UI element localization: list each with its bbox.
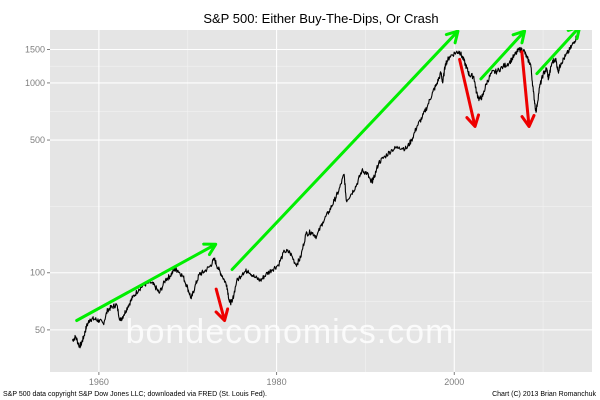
chart-title: S&P 500: Either Buy-The-Dips, Or Crash (203, 11, 438, 26)
watermark: bondeconomics.com (126, 313, 455, 351)
footer-copyright-note: Chart (C) 2013 Brian Romanchuk (492, 391, 596, 398)
x-tick-label: 2000 (444, 377, 464, 387)
y-tick-label: 1500 (25, 44, 45, 54)
trend-arrows (75, 30, 582, 323)
crash-arrow (214, 287, 230, 323)
y-tick-label: 50 (35, 325, 45, 335)
y-tick-label: 500 (30, 135, 45, 145)
y-tick-label: 1000 (25, 78, 45, 88)
y-tick-label: 100 (30, 268, 45, 278)
major-gridlines (50, 30, 592, 372)
crash-arrow (458, 57, 481, 128)
y-axis: 50 100 500 1000 1500 (25, 44, 50, 335)
plot-panel (50, 30, 592, 372)
x-tick-label: 1980 (267, 377, 287, 387)
footer-source-note: S&P 500 data copyright S&P Dow Jones LLC… (3, 391, 267, 398)
uptrend-arrow (75, 242, 218, 322)
x-tick-label: 1960 (89, 377, 109, 387)
x-axis: 1960 1980 2000 (89, 372, 464, 387)
uptrend-arrow (230, 30, 460, 271)
uptrend-arrow (535, 30, 582, 76)
uptrend-arrow (479, 30, 527, 81)
crash-arrow (520, 50, 536, 128)
